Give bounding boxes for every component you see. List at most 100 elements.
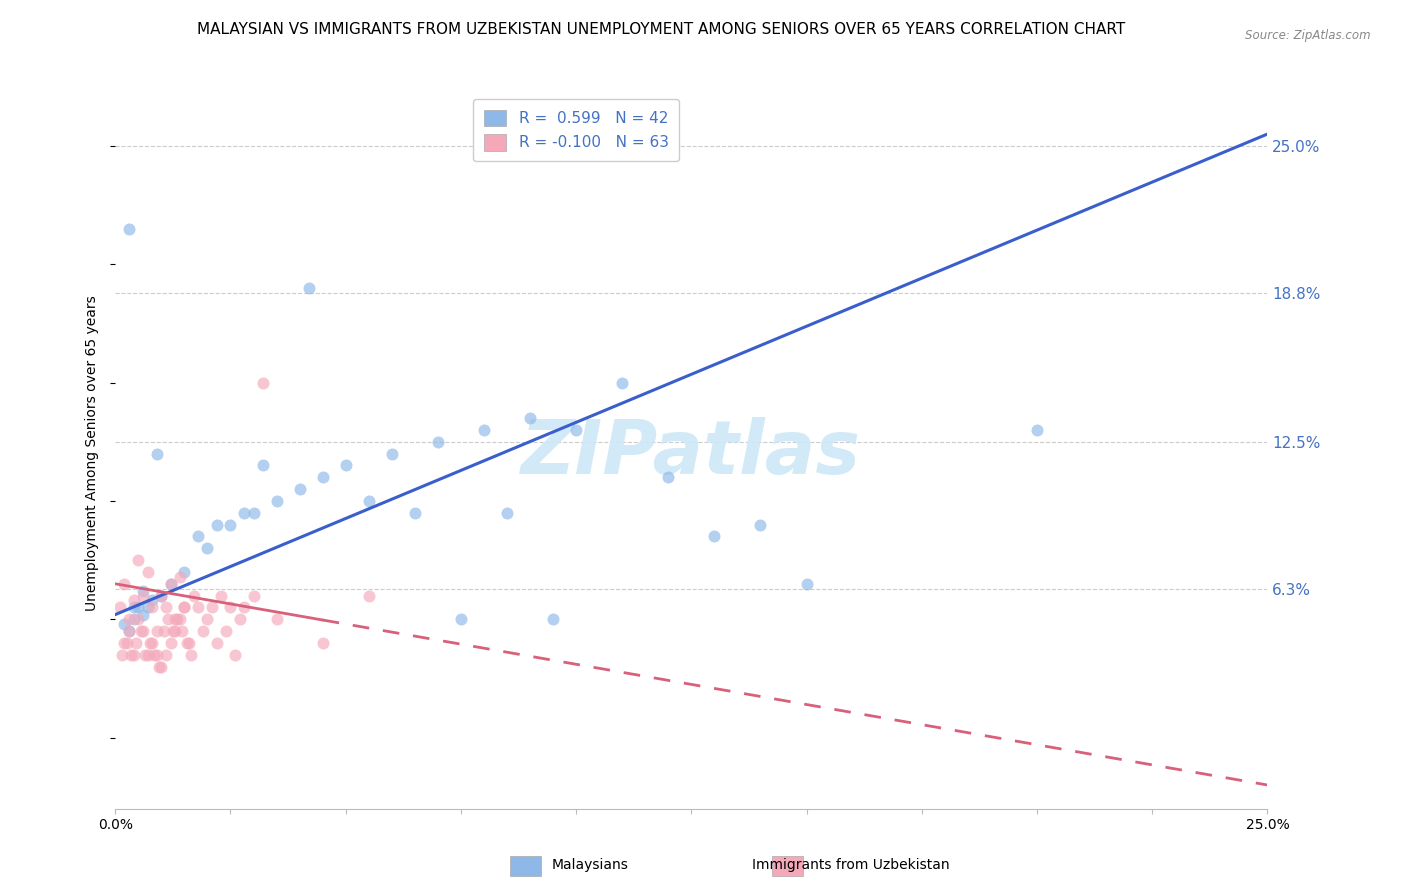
Point: [173, 600, 195, 615]
Text: Immigrants from Uzbekistan: Immigrants from Uzbekistan: [752, 858, 949, 872]
Point: [150, 589, 173, 603]
Point: [177, 636, 200, 650]
Point: [132, 624, 155, 639]
Point: [169, 570, 191, 584]
Point: [381, 447, 404, 461]
Point: [141, 593, 163, 607]
Point: [450, 612, 472, 626]
Point: [118, 221, 141, 235]
Point: [122, 612, 145, 626]
Point: [150, 589, 173, 603]
Point: [703, 529, 725, 543]
Point: [118, 624, 141, 639]
Point: [139, 636, 162, 650]
Point: [252, 458, 274, 473]
Point: [288, 482, 311, 496]
Point: [266, 612, 288, 626]
Point: [172, 624, 194, 639]
Point: [796, 576, 818, 591]
Point: [159, 576, 181, 591]
Text: MALAYSIAN VS IMMIGRANTS FROM UZBEKISTAN UNEMPLOYMENT AMONG SENIORS OVER 65 YEARS: MALAYSIAN VS IMMIGRANTS FROM UZBEKISTAN …: [197, 22, 1125, 37]
Point: [152, 624, 174, 639]
Legend: R =  0.599   N = 42, R = -0.100   N = 63: R = 0.599 N = 42, R = -0.100 N = 63: [472, 99, 679, 161]
Point: [242, 589, 264, 603]
Point: [155, 600, 177, 615]
Point: [183, 589, 205, 603]
Point: [205, 517, 228, 532]
Point: [162, 624, 184, 639]
Point: [298, 281, 321, 295]
Point: [127, 600, 149, 615]
Point: [114, 617, 136, 632]
Point: [127, 553, 149, 567]
Point: [496, 506, 519, 520]
Point: [266, 494, 288, 508]
Point: [132, 607, 155, 622]
Point: [134, 648, 156, 662]
Point: [176, 636, 198, 650]
Point: [252, 376, 274, 390]
Point: [127, 612, 149, 626]
Point: [541, 612, 564, 626]
Point: [159, 576, 181, 591]
Point: [118, 624, 141, 639]
Text: Malaysians: Malaysians: [553, 858, 628, 872]
Point: [233, 506, 256, 520]
Point: [519, 411, 541, 425]
Point: [111, 648, 134, 662]
Point: [180, 648, 202, 662]
Text: Source: ZipAtlas.com: Source: ZipAtlas.com: [1246, 29, 1371, 42]
Point: [311, 470, 333, 484]
Point: [197, 612, 219, 626]
Point: [565, 423, 588, 437]
Point: [205, 636, 228, 650]
Point: [148, 659, 170, 673]
Point: [145, 624, 167, 639]
Point: [165, 612, 187, 626]
Point: [136, 648, 159, 662]
Point: [191, 624, 214, 639]
Point: [108, 600, 131, 615]
Point: [242, 506, 264, 520]
Point: [749, 517, 772, 532]
Point: [357, 589, 380, 603]
Point: [173, 600, 195, 615]
Point: [657, 470, 679, 484]
Point: [166, 612, 188, 626]
Point: [141, 600, 163, 615]
Point: [159, 636, 181, 650]
Point: [169, 612, 191, 626]
Point: [173, 565, 195, 579]
Point: [426, 434, 449, 449]
Point: [228, 612, 250, 626]
Point: [122, 648, 145, 662]
Point: [335, 458, 357, 473]
Point: [197, 541, 219, 556]
Point: [143, 648, 166, 662]
Point: [145, 447, 167, 461]
Point: [136, 600, 159, 615]
Point: [132, 583, 155, 598]
Point: [209, 589, 232, 603]
Point: [129, 624, 152, 639]
Text: ZIPatlas: ZIPatlas: [522, 417, 862, 490]
Point: [187, 600, 209, 615]
Point: [114, 576, 136, 591]
Point: [122, 593, 145, 607]
Point: [311, 636, 333, 650]
Point: [404, 506, 426, 520]
Point: [125, 636, 148, 650]
Point: [145, 648, 167, 662]
Point: [187, 529, 209, 543]
Point: [157, 612, 180, 626]
Point: [115, 636, 138, 650]
Point: [472, 423, 495, 437]
Point: [612, 376, 634, 390]
Point: [201, 600, 224, 615]
Point: [219, 600, 242, 615]
Point: [219, 517, 242, 532]
Point: [155, 648, 177, 662]
Point: [114, 636, 136, 650]
Point: [233, 600, 256, 615]
Point: [215, 624, 238, 639]
